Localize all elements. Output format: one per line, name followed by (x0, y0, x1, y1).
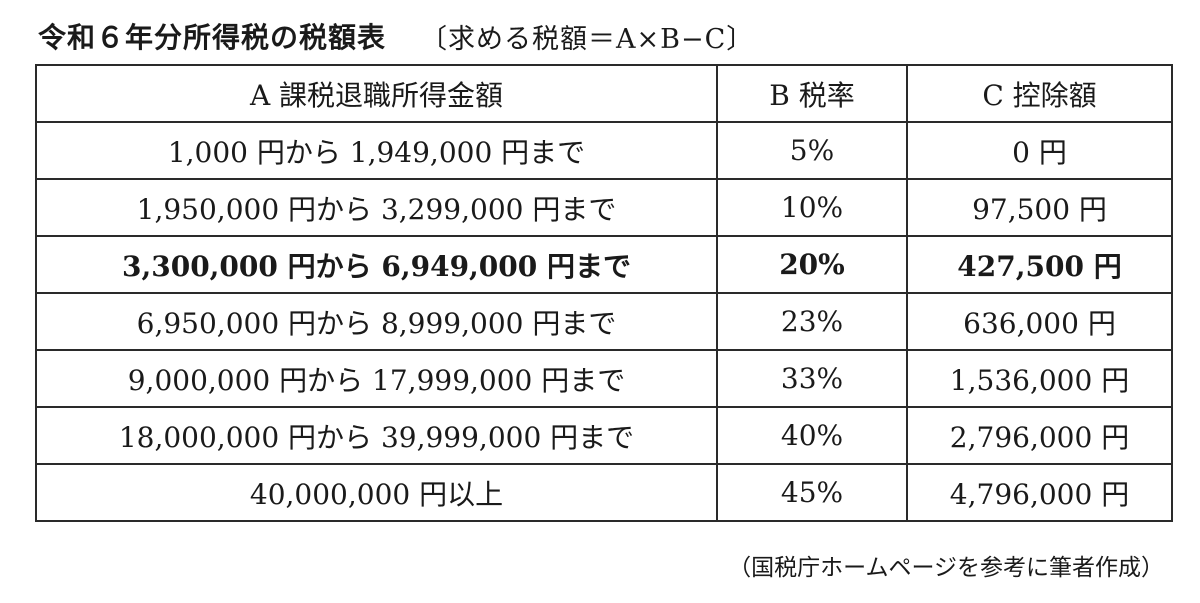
table-row: 18,000,000 円から 39,999,000 円まで 40% 2,796,… (35, 406, 1173, 465)
table-row: 9,000,000 円から 17,999,000 円まで 33% 1,536,0… (35, 349, 1173, 408)
table-header-row: A 課税退職所得金額 B 税率 C 控除額 (35, 64, 1173, 123)
title-row: 令和６年分所得税の税額表 〔求める税額＝A×B−C〕 (38, 14, 754, 58)
cell-rate: 40% (716, 406, 908, 465)
cell-deduction: 4,796,000 円 (906, 463, 1173, 522)
cell-range: 1,950,000 円から 3,299,000 円まで (35, 178, 718, 237)
source-note: （国税庁ホームページを参考に筆者作成） (728, 555, 1164, 581)
column-header-tax-rate: B 税率 (716, 64, 908, 123)
cell-range: 3,300,000 円から 6,949,000 円まで (35, 235, 718, 294)
table-row: 1,000 円から 1,949,000 円まで 5% 0 円 (35, 121, 1173, 180)
formula-note: 〔求める税額＝A×B−C〕 (420, 23, 755, 55)
page-title: 令和６年分所得税の税額表 (38, 21, 387, 54)
cell-deduction: 636,000 円 (906, 292, 1173, 351)
cell-rate: 33% (716, 349, 908, 408)
table-row-highlighted: 3,300,000 円から 6,949,000 円まで 20% 427,500 … (35, 235, 1173, 294)
cell-range: 6,950,000 円から 8,999,000 円まで (35, 292, 718, 351)
table-row: 6,950,000 円から 8,999,000 円まで 23% 636,000 … (35, 292, 1173, 351)
cell-range: 1,000 円から 1,949,000 円まで (35, 121, 718, 180)
cell-deduction: 1,536,000 円 (906, 349, 1173, 408)
cell-rate: 5% (716, 121, 908, 180)
cell-range: 9,000,000 円から 17,999,000 円まで (35, 349, 718, 408)
cell-rate: 23% (716, 292, 908, 351)
table-row: 1,950,000 円から 3,299,000 円まで 10% 97,500 円 (35, 178, 1173, 237)
cell-rate: 45% (716, 463, 908, 522)
cell-deduction: 2,796,000 円 (906, 406, 1173, 465)
cell-range: 40,000,000 円以上 (35, 463, 718, 522)
column-header-deduction: C 控除額 (906, 64, 1173, 123)
cell-deduction: 427,500 円 (906, 235, 1173, 294)
cell-rate: 10% (716, 178, 908, 237)
column-header-taxable-amount: A 課税退職所得金額 (35, 64, 718, 123)
tax-rate-table: A 課税退職所得金額 B 税率 C 控除額 1,000 円から 1,949,00… (35, 64, 1173, 522)
cell-rate: 20% (716, 235, 908, 294)
table-row: 40,000,000 円以上 45% 4,796,000 円 (35, 463, 1173, 522)
cell-deduction: 0 円 (906, 121, 1173, 180)
cell-range: 18,000,000 円から 39,999,000 円まで (35, 406, 718, 465)
cell-deduction: 97,500 円 (906, 178, 1173, 237)
